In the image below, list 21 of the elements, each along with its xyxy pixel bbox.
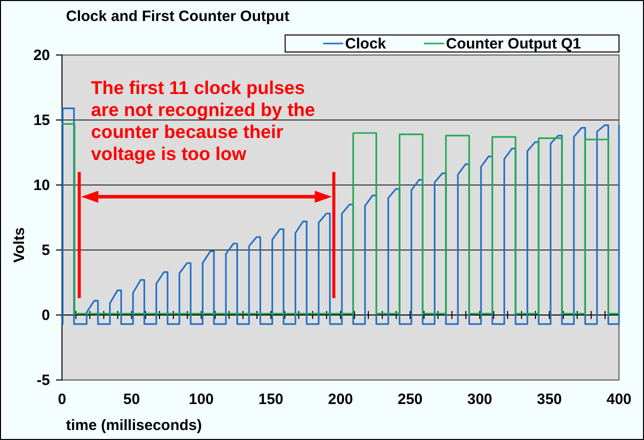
x-tick-label: 100 (188, 391, 214, 408)
x-tick-label: 150 (258, 391, 284, 408)
x-tick-label: 350 (536, 391, 562, 408)
legend-label: Counter Output Q1 (446, 36, 582, 52)
x-axis-title: time (milliseconds) (66, 417, 202, 434)
y-tick-label: 5 (42, 242, 50, 259)
y-axis-title: Volts (11, 227, 28, 263)
legend-label: Clock (345, 36, 387, 52)
y-tick-label: 10 (33, 177, 50, 194)
x-tick-label: 250 (398, 391, 423, 408)
x-tick-label: 400 (606, 391, 632, 408)
annotation: The first 11 clock pulses are not recognized by the counter because their voltage is too low (91, 77, 316, 164)
x-tick-label: 0 (58, 391, 66, 408)
x-tick-label: 50 (123, 391, 140, 408)
chart-title: Clock and First Counter Output (66, 8, 290, 25)
y-tick-label: 15 (33, 112, 50, 129)
y-tick-label: 0 (42, 307, 50, 324)
y-tick-label: -5 (36, 372, 50, 389)
x-tick-label: 200 (328, 391, 354, 408)
y-tick-label: 20 (33, 47, 50, 64)
x-tick-label: 300 (467, 391, 492, 408)
